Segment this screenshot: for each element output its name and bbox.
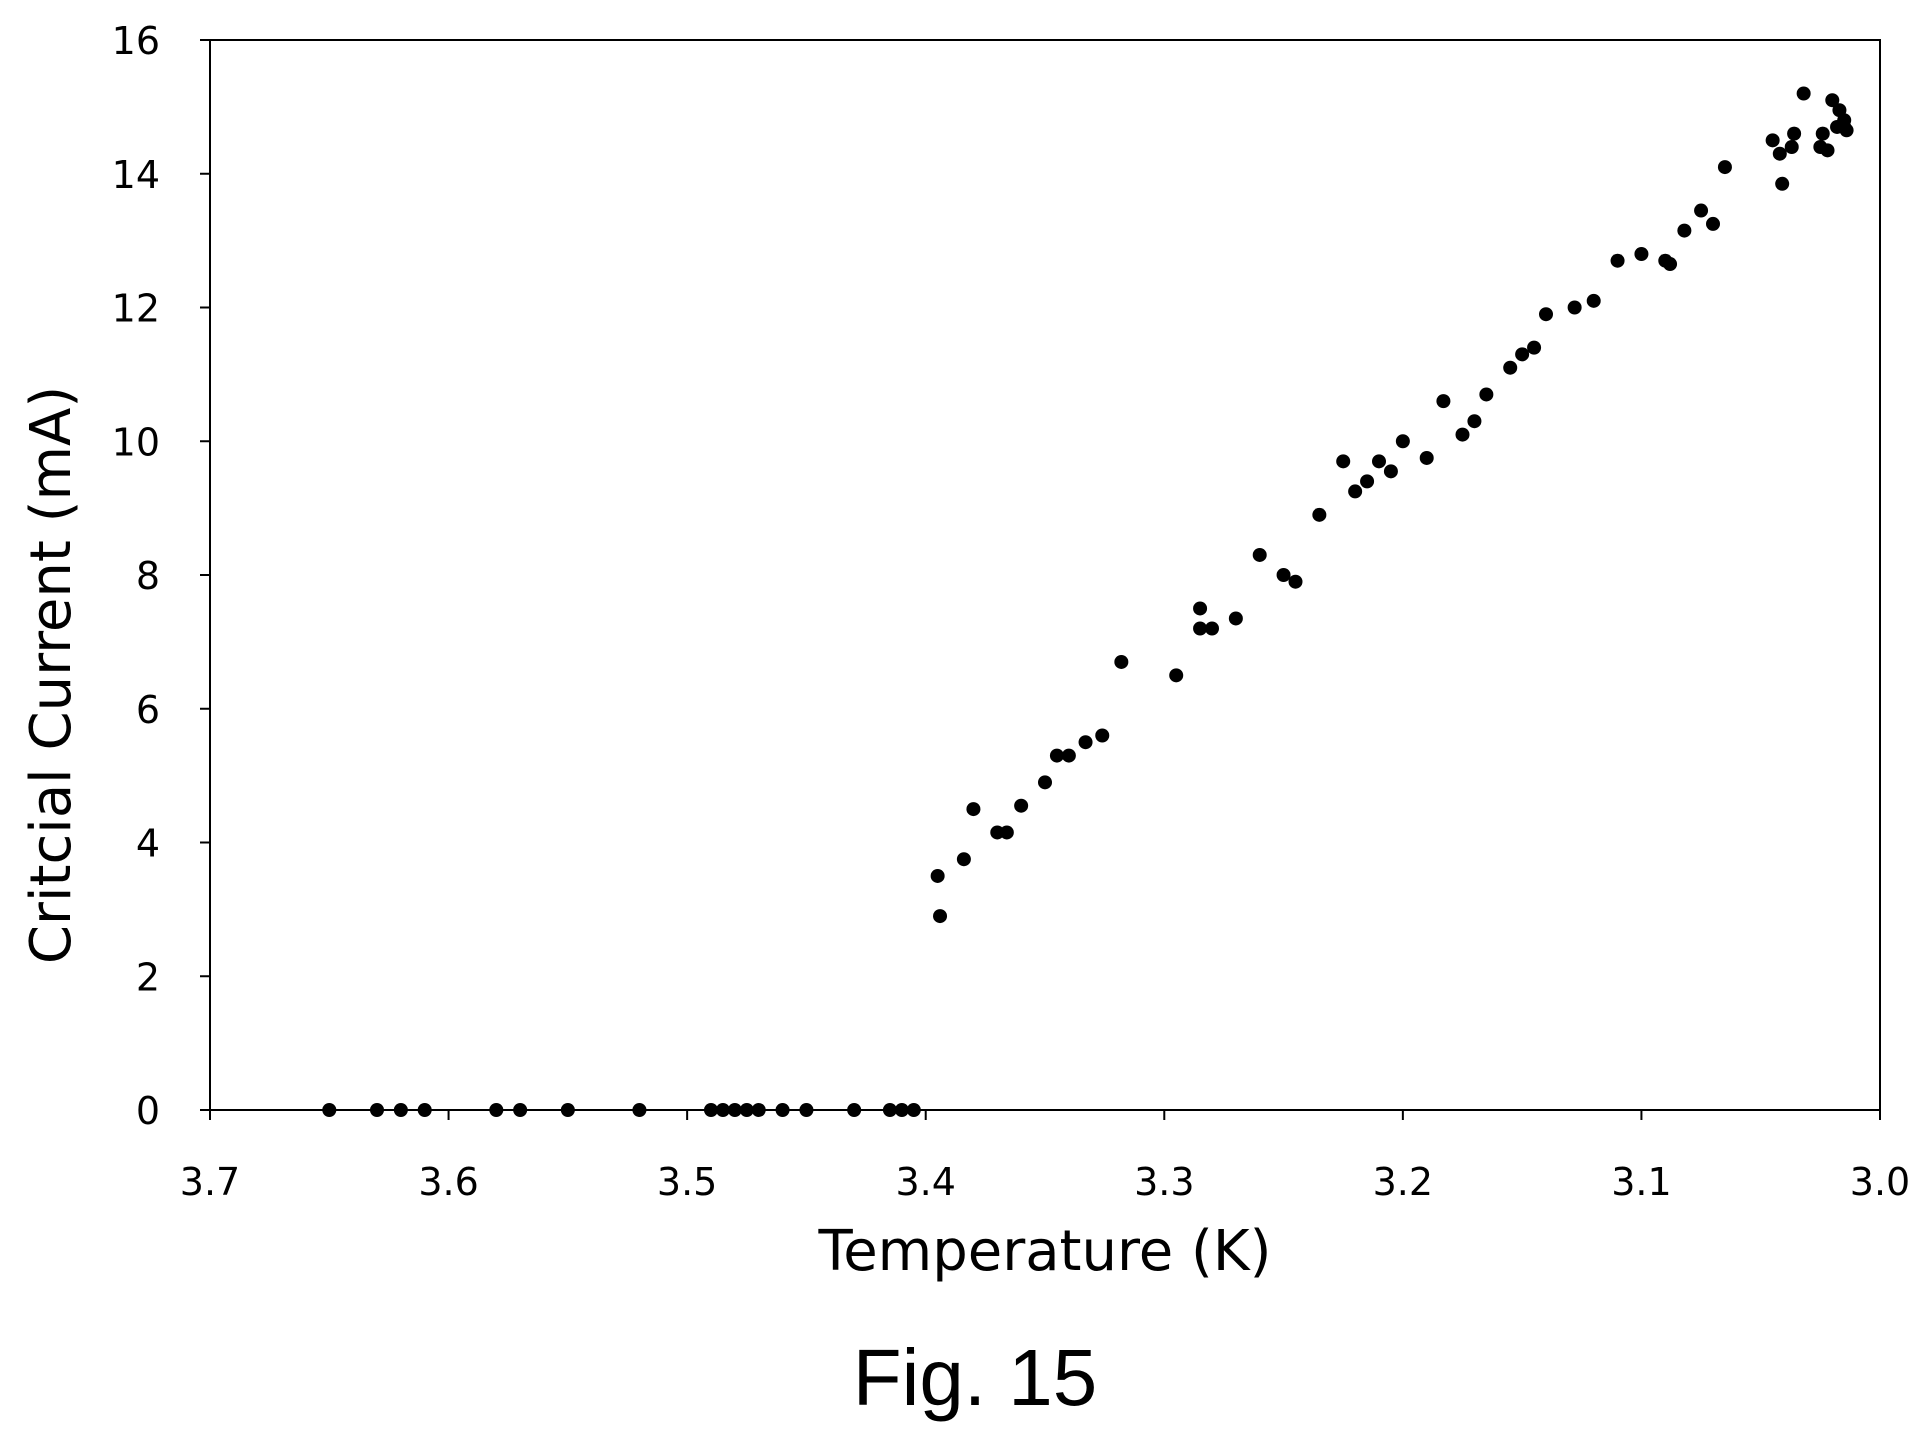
x-tick-label: 3.1 bbox=[1611, 1160, 1671, 1204]
y-tick-label: 16 bbox=[112, 19, 160, 63]
data-point bbox=[1169, 668, 1183, 682]
data-point bbox=[1114, 655, 1128, 669]
data-point bbox=[1694, 204, 1708, 218]
y-axis-title: Critcial Current (mA) bbox=[19, 386, 84, 964]
x-axis-ticks: 3.7 3.6 3.5 3.4 3.3 3.2 3.1 3.0 bbox=[180, 1110, 1910, 1204]
data-point bbox=[418, 1103, 432, 1117]
data-point bbox=[931, 869, 945, 883]
data-point bbox=[1766, 133, 1780, 147]
data-point bbox=[957, 852, 971, 866]
data-point bbox=[883, 1103, 897, 1117]
data-point bbox=[1229, 611, 1243, 625]
plot-frame bbox=[210, 40, 1880, 1110]
data-point bbox=[1277, 568, 1291, 582]
data-point bbox=[1348, 484, 1362, 498]
data-point bbox=[632, 1103, 646, 1117]
y-tick-label: 12 bbox=[112, 287, 160, 331]
data-point bbox=[1205, 622, 1219, 636]
data-point bbox=[1587, 294, 1601, 308]
data-point bbox=[1816, 127, 1830, 141]
y-axis-ticks: 0 2 4 6 8 10 12 14 16 bbox=[112, 19, 210, 1133]
y-tick-label: 0 bbox=[136, 1089, 160, 1133]
data-point bbox=[1000, 825, 1014, 839]
data-point bbox=[1360, 474, 1374, 488]
data-point bbox=[489, 1103, 503, 1117]
y-tick-label: 6 bbox=[136, 688, 160, 732]
data-point bbox=[933, 909, 947, 923]
data-point bbox=[1193, 622, 1207, 636]
data-point bbox=[394, 1103, 408, 1117]
data-point bbox=[370, 1103, 384, 1117]
data-point bbox=[847, 1103, 861, 1117]
x-tick-label: 3.0 bbox=[1850, 1160, 1910, 1204]
data-point bbox=[716, 1103, 730, 1117]
data-point bbox=[1079, 735, 1093, 749]
data-point bbox=[1539, 307, 1553, 321]
data-point bbox=[561, 1103, 575, 1117]
data-point bbox=[1396, 434, 1410, 448]
data-point bbox=[1775, 177, 1789, 191]
y-tick-label: 10 bbox=[112, 420, 160, 464]
data-point bbox=[1420, 451, 1434, 465]
data-point bbox=[1568, 301, 1582, 315]
data-point bbox=[740, 1103, 754, 1117]
x-tick-label: 3.4 bbox=[895, 1160, 955, 1204]
data-point bbox=[1515, 347, 1529, 361]
data-point bbox=[1289, 575, 1303, 589]
data-point bbox=[1663, 257, 1677, 271]
data-point bbox=[1062, 749, 1076, 763]
data-point bbox=[322, 1103, 336, 1117]
x-tick-label: 3.6 bbox=[418, 1160, 478, 1204]
data-point bbox=[1785, 140, 1799, 154]
data-point bbox=[1773, 147, 1787, 161]
data-point bbox=[776, 1103, 790, 1117]
y-tick-label: 4 bbox=[136, 822, 160, 866]
data-point bbox=[1014, 799, 1028, 813]
data-point bbox=[1336, 454, 1350, 468]
data-point bbox=[1095, 729, 1109, 743]
data-point bbox=[728, 1103, 742, 1117]
y-tick-label: 14 bbox=[112, 153, 160, 197]
data-point bbox=[752, 1103, 766, 1117]
data-point bbox=[1718, 160, 1732, 174]
data-point bbox=[1038, 775, 1052, 789]
data-point bbox=[1467, 414, 1481, 428]
y-tick-label: 2 bbox=[136, 955, 160, 999]
data-point bbox=[1677, 224, 1691, 238]
data-point bbox=[1456, 428, 1470, 442]
data-point bbox=[1503, 361, 1517, 375]
data-point bbox=[1611, 254, 1625, 268]
data-points bbox=[322, 87, 1853, 1118]
x-tick-label: 3.3 bbox=[1134, 1160, 1194, 1204]
data-point bbox=[1787, 127, 1801, 141]
data-point bbox=[1384, 464, 1398, 478]
x-tick-label: 3.7 bbox=[180, 1160, 240, 1204]
data-point bbox=[1706, 217, 1720, 231]
data-point bbox=[1050, 749, 1064, 763]
x-axis-title: Temperature (K) bbox=[818, 1219, 1272, 1284]
figure-caption: Fig. 15 bbox=[853, 1333, 1098, 1422]
data-point bbox=[1436, 394, 1450, 408]
data-point bbox=[799, 1103, 813, 1117]
data-point bbox=[1193, 601, 1207, 615]
data-point bbox=[907, 1103, 921, 1117]
data-point bbox=[1840, 123, 1854, 137]
data-point bbox=[1479, 387, 1493, 401]
data-point bbox=[966, 802, 980, 816]
x-tick-label: 3.5 bbox=[657, 1160, 717, 1204]
data-point bbox=[513, 1103, 527, 1117]
x-tick-label: 3.2 bbox=[1373, 1160, 1433, 1204]
data-point bbox=[1797, 87, 1811, 101]
data-point bbox=[895, 1103, 909, 1117]
data-point bbox=[1312, 508, 1326, 522]
y-tick-label: 8 bbox=[136, 554, 160, 598]
data-point bbox=[1634, 247, 1648, 261]
data-point bbox=[1372, 454, 1386, 468]
data-point bbox=[1253, 548, 1267, 562]
data-point bbox=[1527, 341, 1541, 355]
data-point bbox=[1821, 143, 1835, 157]
data-point bbox=[704, 1103, 718, 1117]
